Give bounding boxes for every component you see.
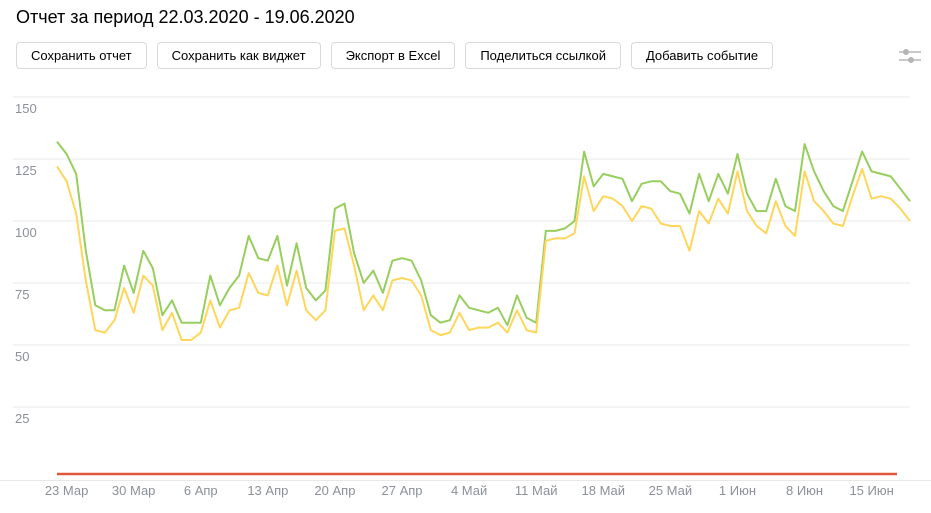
- series-line-green: [56, 140, 911, 327]
- x-tick-label-10: 25 Май: [649, 483, 693, 498]
- y-tick-label-150: 150: [15, 101, 37, 116]
- toolbar: Сохранить отчет Сохранить как виджет Экс…: [16, 42, 774, 69]
- y-tick-label-100: 100: [15, 225, 37, 240]
- x-tick-label-4: 13 Апр: [247, 483, 288, 498]
- x-tick-label-3: 6 Апр: [184, 483, 218, 498]
- series-line-yellow: [56, 165, 911, 341]
- x-tick-label-7: 4 Май: [451, 483, 487, 498]
- x-tick-label-11: 1 Июн: [719, 483, 756, 498]
- add-event-button[interactable]: Добавить событие: [630, 42, 774, 69]
- x-tick-label-6: 27 Апр: [382, 483, 423, 498]
- x-tick-label-8: 11 Май: [515, 483, 558, 498]
- page-title: Отчет за период 22.03.2020 - 19.06.2020: [16, 7, 355, 27]
- y-tick-label-25: 25: [15, 411, 29, 426]
- y-tick-label-75: 75: [15, 287, 29, 302]
- save-report-button[interactable]: Сохранить отчет: [16, 42, 147, 69]
- x-tick-label-13: 15 Июн: [849, 483, 893, 498]
- x-tick-label-12: 8 Июн: [786, 483, 823, 498]
- share-link-button[interactable]: Поделиться ссылкой: [465, 42, 621, 69]
- save-as-widget-button[interactable]: Сохранить как виджет: [156, 42, 321, 69]
- x-tick-label-2: 30 Мар: [112, 483, 156, 498]
- x-tick-label-1: 23 Мар: [45, 483, 89, 498]
- export-excel-button[interactable]: Экспорт в Excel: [330, 42, 456, 69]
- x-tick-label-5: 20 Апр: [314, 483, 355, 498]
- y-tick-label-125: 125: [15, 163, 37, 178]
- x-tick-label-9: 18 Май: [582, 483, 626, 498]
- sliders-icon[interactable]: [898, 47, 922, 67]
- y-tick-label-50: 50: [15, 349, 29, 364]
